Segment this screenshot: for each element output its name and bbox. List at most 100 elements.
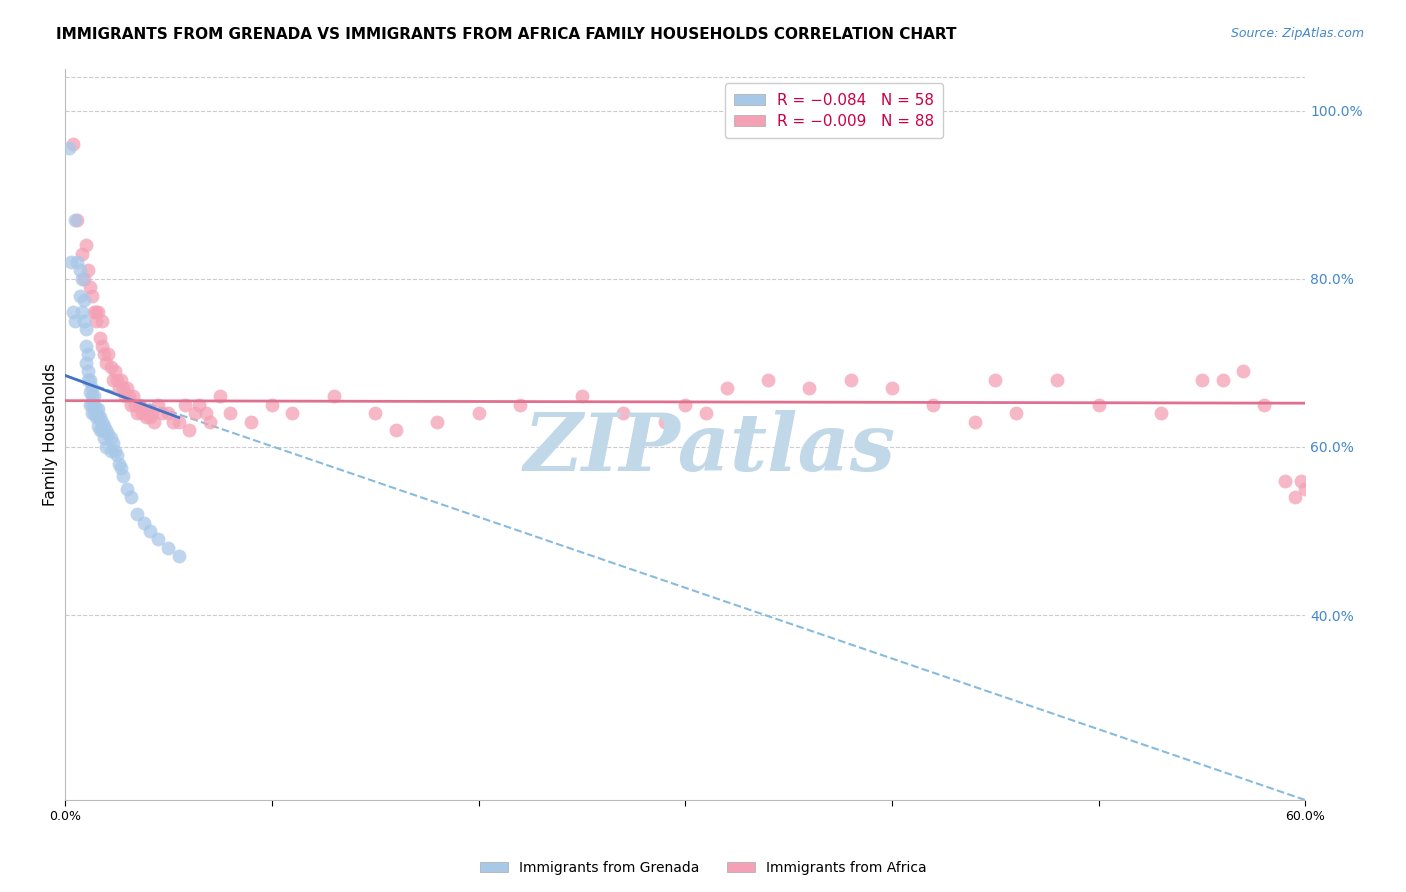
Point: [1150, 406, 1173, 420]
Point: [93, 347, 115, 361]
Point: [100, 444, 122, 458]
Point: [76, 347, 98, 361]
Point: [96, 423, 118, 437]
Point: [75, 356, 97, 370]
Point: [70, 271, 93, 285]
Point: [188, 398, 211, 412]
Point: [97, 427, 120, 442]
Text: ZIPatlas: ZIPatlas: [524, 410, 896, 488]
Point: [97, 347, 120, 361]
Point: [115, 482, 138, 496]
Point: [76, 263, 98, 277]
Point: [100, 432, 122, 446]
Point: [91, 314, 114, 328]
Point: [1294, 482, 1316, 496]
Point: [194, 406, 217, 420]
Point: [1087, 398, 1109, 412]
Point: [654, 415, 676, 429]
Point: [76, 364, 98, 378]
Point: [127, 507, 149, 521]
Point: [364, 406, 387, 420]
Point: [80, 381, 103, 395]
Point: [240, 415, 263, 429]
Point: [146, 398, 169, 412]
Point: [75, 322, 97, 336]
Point: [93, 432, 115, 446]
Point: [122, 389, 145, 403]
Point: [96, 356, 118, 370]
Point: [66, 255, 89, 269]
Point: [84, 305, 107, 319]
Point: [799, 381, 821, 395]
Point: [219, 406, 242, 420]
Point: [79, 280, 101, 294]
Point: [83, 406, 105, 420]
Point: [1274, 474, 1296, 488]
Point: [80, 389, 103, 403]
Point: [60, 255, 83, 269]
Point: [695, 406, 717, 420]
Point: [87, 418, 110, 433]
Point: [108, 381, 131, 395]
Point: [1305, 491, 1327, 505]
Point: [127, 406, 149, 420]
Point: [83, 305, 105, 319]
Point: [84, 410, 107, 425]
Point: [111, 469, 134, 483]
Text: IMMIGRANTS FROM GRENADA VS IMMIGRANTS FROM AFRICA FAMILY HOUSEHOLDS CORRELATION : IMMIGRANTS FROM GRENADA VS IMMIGRANTS FR…: [56, 27, 956, 42]
Point: [87, 305, 110, 319]
Point: [105, 448, 128, 462]
Point: [128, 398, 150, 412]
Point: [167, 415, 190, 429]
Point: [87, 410, 110, 425]
Point: [101, 435, 124, 450]
Point: [89, 330, 111, 344]
Point: [75, 238, 97, 252]
Point: [62, 305, 84, 319]
Point: [150, 406, 173, 420]
Point: [1191, 373, 1213, 387]
Point: [120, 491, 142, 505]
Point: [75, 339, 97, 353]
Point: [58, 141, 80, 155]
Point: [79, 373, 101, 387]
Point: [322, 389, 344, 403]
Point: [101, 373, 124, 387]
Point: [89, 423, 111, 437]
Point: [100, 359, 122, 374]
Point: [73, 271, 96, 285]
Point: [73, 314, 96, 328]
Point: [83, 389, 105, 403]
Point: [612, 406, 634, 420]
Point: [132, 402, 155, 417]
Point: [62, 137, 84, 152]
Point: [69, 263, 91, 277]
Point: [132, 516, 155, 530]
Point: [76, 373, 98, 387]
Point: [91, 423, 114, 437]
Point: [1046, 373, 1069, 387]
Point: [880, 381, 903, 395]
Legend: Immigrants from Grenada, Immigrants from Africa: Immigrants from Grenada, Immigrants from…: [474, 855, 932, 880]
Point: [110, 461, 132, 475]
Point: [177, 423, 200, 437]
Point: [65, 314, 87, 328]
Point: [209, 389, 232, 403]
Point: [131, 406, 153, 420]
Point: [281, 406, 304, 420]
Point: [79, 385, 101, 400]
Point: [83, 398, 105, 412]
Point: [1253, 398, 1275, 412]
Point: [120, 398, 142, 412]
Point: [136, 406, 159, 420]
Point: [66, 212, 89, 227]
Point: [96, 440, 118, 454]
Point: [162, 415, 184, 429]
Point: [673, 398, 696, 412]
Point: [89, 410, 111, 425]
Point: [124, 398, 146, 412]
Point: [141, 406, 163, 420]
Point: [139, 410, 162, 425]
Point: [70, 305, 93, 319]
Point: [110, 373, 132, 387]
